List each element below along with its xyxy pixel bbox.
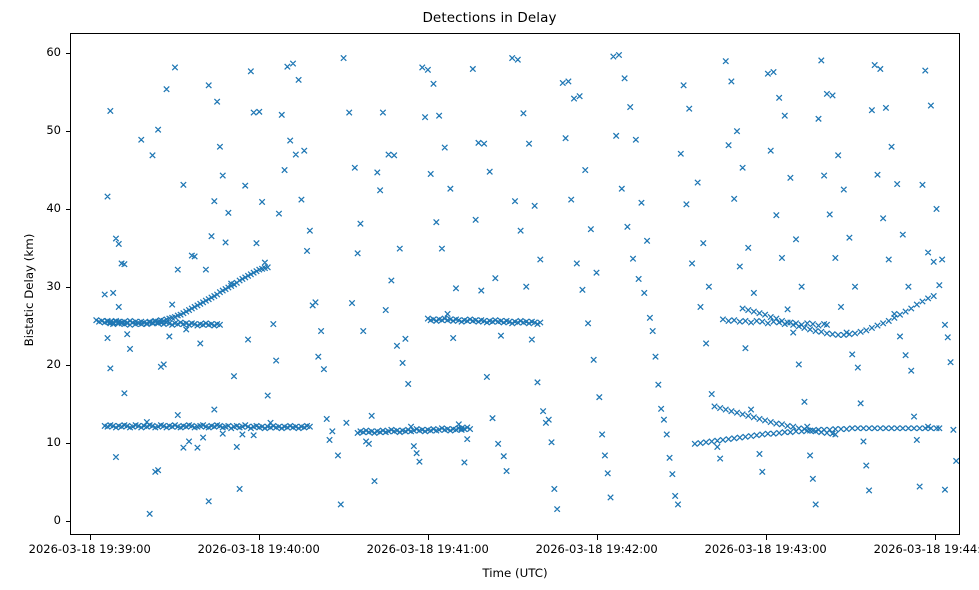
y-tick-label: 10 [46,434,61,449]
y-tick-label: 0 [53,512,61,527]
y-tick-label: 20 [46,356,61,371]
plot-area [70,33,960,535]
y-tick-mark [65,364,70,366]
x-tick-mark [427,535,429,540]
y-tick-mark [65,208,70,210]
x-tick-label: 2026-03-18 19:44:00 [873,542,979,556]
x-tick-label: 2026-03-18 19:43:00 [704,542,827,556]
y-tick-label: 50 [46,122,61,137]
x-tick-mark [596,535,598,540]
y-tick-label: 30 [46,278,61,293]
y-axis-label-wrapper: Bistatic Delay (km) [14,33,36,535]
y-tick-label: 40 [46,200,61,215]
x-tick-label: 2026-03-18 19:40:00 [197,542,320,556]
y-tick-label: 60 [46,44,61,59]
y-tick-mark [65,52,70,54]
y-tick-mark [65,520,70,522]
x-tick-label: 2026-03-18 19:39:00 [28,542,151,556]
x-tick-mark [934,535,936,540]
y-tick-mark [65,130,70,132]
x-tick-label: 2026-03-18 19:41:00 [366,542,489,556]
x-tick-label: 2026-03-18 19:42:00 [535,542,658,556]
x-tick-mark [258,535,260,540]
scatter-canvas [93,51,959,517]
x-axis-label: Time (UTC) [482,566,548,580]
x-tick-mark [765,535,767,540]
y-tick-mark [65,286,70,288]
y-tick-mark [65,442,70,444]
chart-title: Detections in Delay [422,10,557,26]
x-tick-mark [89,535,91,540]
y-axis-label: Bistatic Delay (km) [22,233,36,347]
